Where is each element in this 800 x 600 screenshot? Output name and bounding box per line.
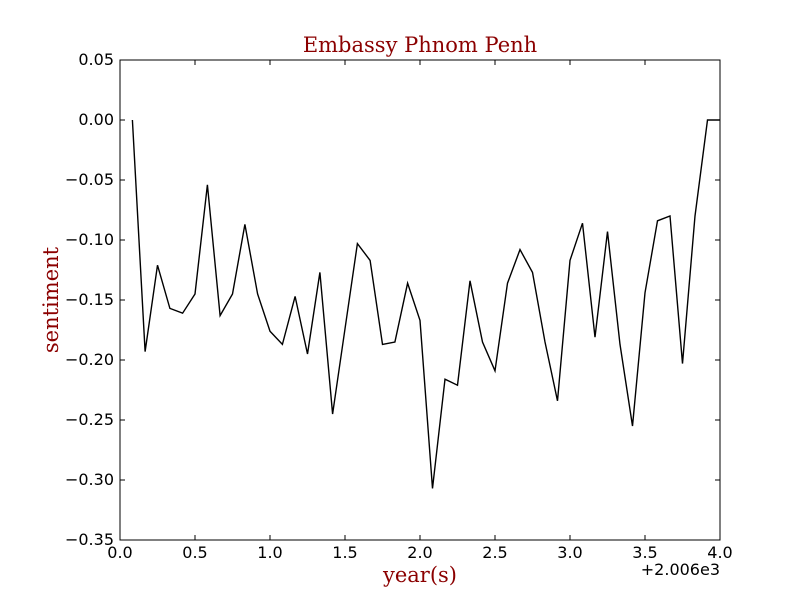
y-tick-label: −0.35 — [65, 530, 114, 549]
y-tick-label: −0.15 — [65, 290, 114, 309]
x-axis-ticks: 0.0 0.5 1.0 1.5 2.0 2.5 3.0 3.5 4.0 — [107, 60, 733, 562]
x-tick-label: 0.0 — [107, 543, 132, 562]
chart-title: Embassy Phnom Penh — [303, 33, 537, 57]
y-tick-label: −0.25 — [65, 410, 114, 429]
x-tick-label: 4.0 — [707, 543, 732, 562]
x-tick-label: 1.5 — [332, 543, 357, 562]
y-tick-label: 0.00 — [78, 110, 114, 129]
y-tick-label: −0.05 — [65, 170, 114, 189]
x-axis-offset-label: +2.006e3 — [641, 560, 720, 579]
y-axis-ticks: 0.05 0.00 −0.05 −0.10 −0.15 −0.20 −0.25 −0.30 −0… — [65, 50, 720, 549]
y-tick-label: −0.30 — [65, 470, 114, 489]
x-tick-label: 2.5 — [482, 543, 507, 562]
x-tick-label: 3.5 — [632, 543, 657, 562]
x-tick-label: 1.0 — [257, 543, 282, 562]
y-tick-label: −0.20 — [65, 350, 114, 369]
x-tick-label: 3.0 — [557, 543, 582, 562]
y-axis-label: sentiment — [39, 246, 63, 353]
y-tick-label: −0.10 — [65, 230, 114, 249]
x-tick-label: 2.0 — [407, 543, 432, 562]
y-tick-label: 0.05 — [78, 50, 114, 69]
x-tick-label: 0.5 — [182, 543, 207, 562]
series-line-1 — [131, 119, 720, 489]
x-axis-label: year(s) — [382, 563, 457, 587]
